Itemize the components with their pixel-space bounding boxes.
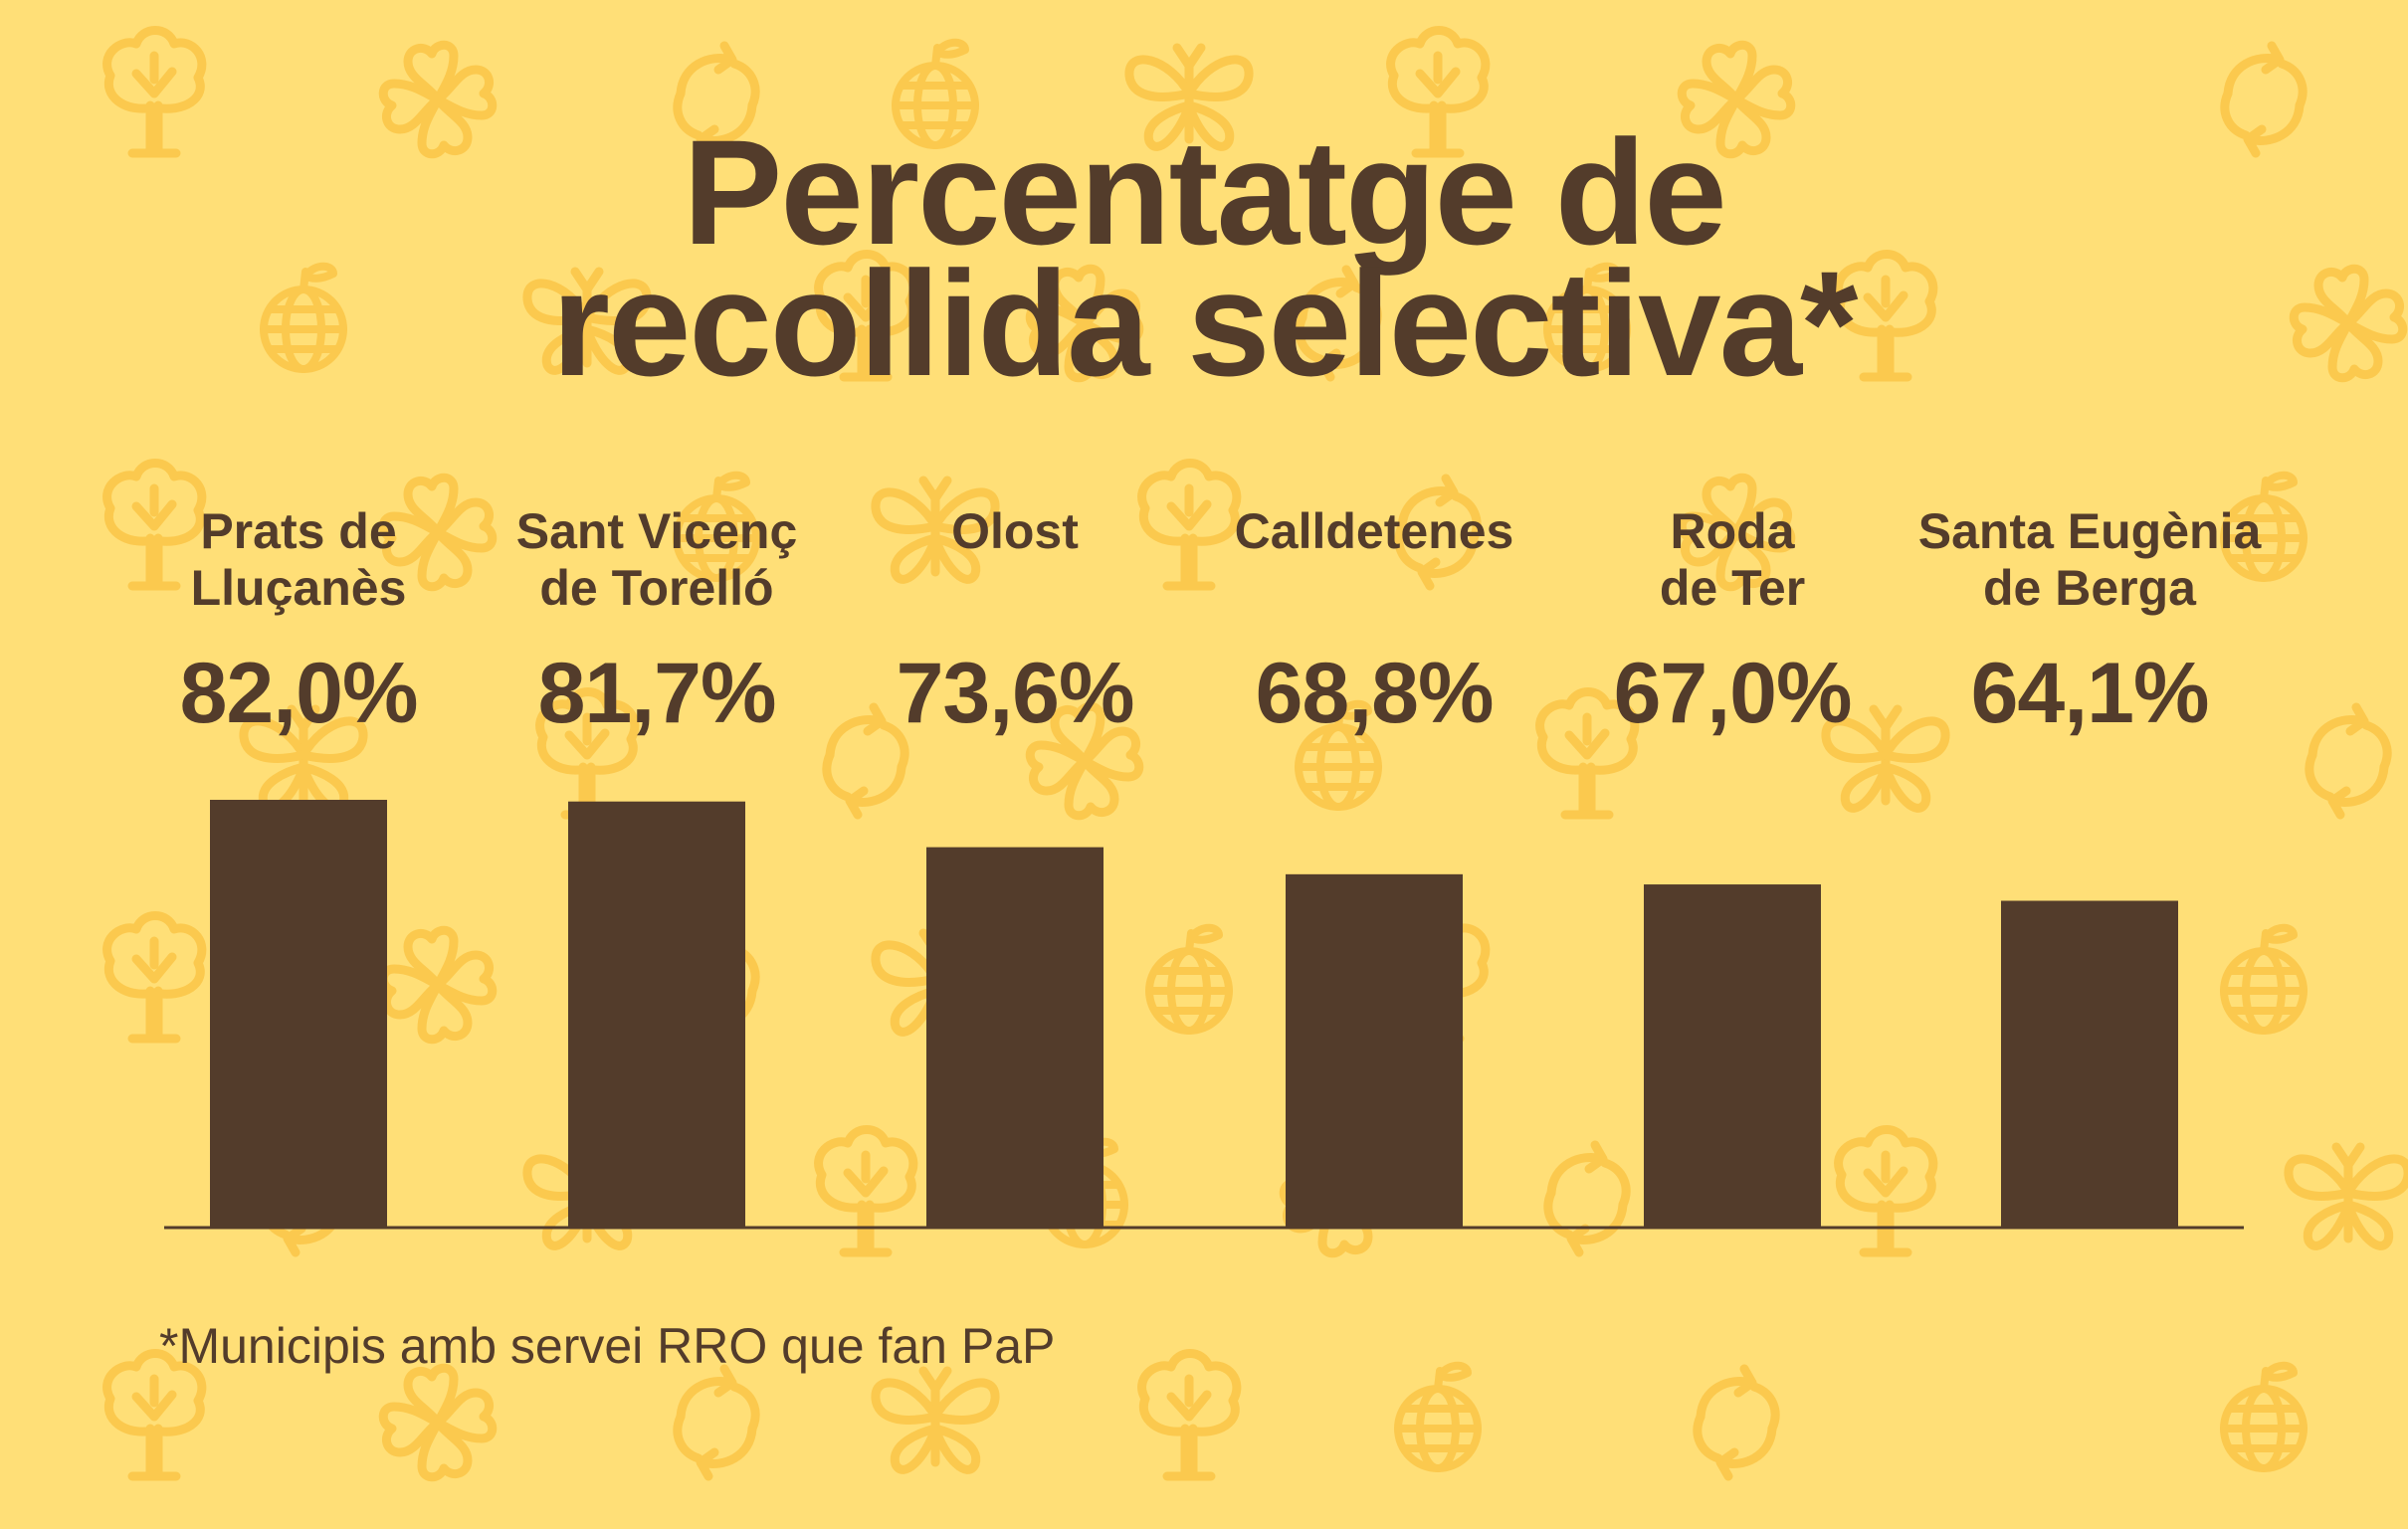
bar-4 bbox=[1286, 873, 1463, 1228]
category-label-2: Sant Vicenç de Torelló bbox=[468, 503, 846, 617]
category-label-5: Roda de Ter bbox=[1543, 503, 1921, 617]
chart-title: Percentatge de recollida selectiva* bbox=[0, 108, 2408, 407]
category-label-1-line-1: Prats de bbox=[200, 503, 397, 559]
bar-5 bbox=[1644, 884, 1821, 1228]
category-label-2-line-1: Sant Vicenç bbox=[515, 503, 798, 559]
category-label-2-line-2: de Torelló bbox=[539, 560, 774, 616]
value-label-4: 68,8% bbox=[1255, 646, 1495, 741]
category-label-6: Santa Eugènia de Berga bbox=[1901, 503, 2279, 617]
bar-2 bbox=[568, 801, 745, 1228]
chart-title-line-2: recollida selectiva* bbox=[551, 240, 1859, 407]
category-label-1-line-2: Lluçanès bbox=[190, 560, 407, 616]
category-label-3-line-1: Olost bbox=[951, 503, 1079, 559]
category-label-4-line-2 bbox=[1185, 560, 1563, 617]
category-label-3: Olost bbox=[826, 503, 1204, 617]
category-label-6-line-1: Santa Eugènia bbox=[1917, 503, 2262, 559]
category-label-6-line-2: de Berga bbox=[1983, 560, 2196, 616]
bar-3 bbox=[926, 847, 1104, 1228]
footnote: *Municipis amb servei RRO que fan PaP bbox=[159, 1318, 1056, 1374]
bar-6 bbox=[2001, 900, 2178, 1228]
category-label-3-line-2 bbox=[826, 560, 1204, 617]
category-label-4: Calldetenes bbox=[1185, 503, 1563, 617]
value-label-3: 73,6% bbox=[896, 646, 1135, 741]
category-label-1: Prats de Lluçanès bbox=[109, 503, 488, 617]
chart-title-line-1: Percentatge de bbox=[683, 108, 1726, 276]
value-label-6: 64,1% bbox=[1970, 646, 2210, 741]
category-label-5-line-1: Roda bbox=[1670, 503, 1795, 559]
category-label-5-line-2: de Ter bbox=[1659, 560, 1806, 616]
bar-1 bbox=[210, 800, 387, 1228]
category-label-4-line-1: Calldetenes bbox=[1234, 503, 1514, 559]
value-label-1: 82,0% bbox=[179, 646, 419, 741]
value-label-5: 67,0% bbox=[1613, 646, 1853, 741]
value-label-2: 81,7% bbox=[537, 646, 777, 741]
